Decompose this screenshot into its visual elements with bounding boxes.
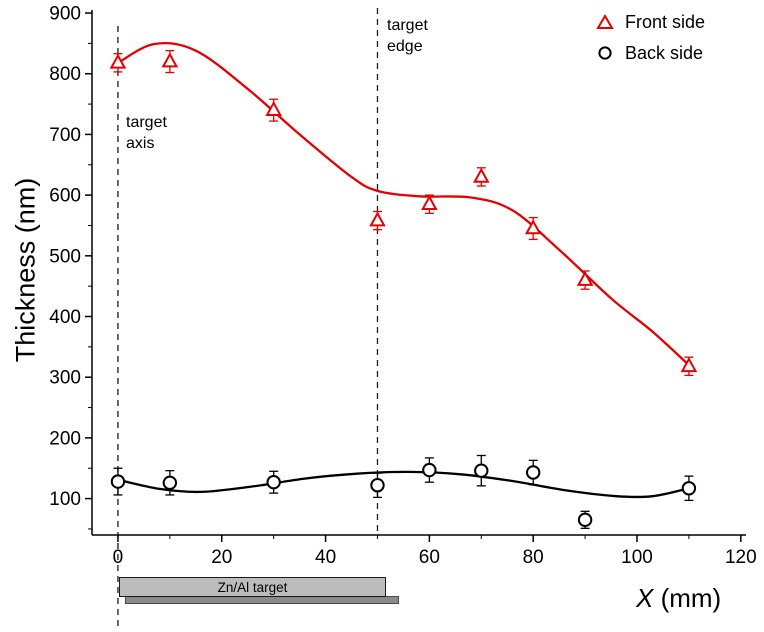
data-point-circle (474, 463, 489, 478)
data-point-circle (681, 481, 697, 496)
data-point-circle (370, 478, 385, 493)
x-tick-label: 0 (113, 547, 124, 568)
y-tick-label: 400 (49, 307, 81, 328)
fit-curve (117, 41, 690, 366)
data-point-triangle (680, 356, 698, 373)
data-point-triangle (161, 52, 179, 68)
y-axis-ticks: 100 200 300 400 500 600 700 800 900 (49, 4, 92, 530)
y-axis-title: Thickness (nm) (10, 177, 41, 363)
y-tick-label: 500 (49, 246, 81, 267)
x-tick-label: 40 (315, 547, 336, 568)
data-point-circle (422, 462, 437, 478)
back-side-series (110, 454, 697, 529)
data-point-circle (266, 474, 281, 490)
x-axis-ticks: 0 20 40 60 80 100 120 (113, 535, 757, 568)
legend-label-front-side: Front side (625, 11, 706, 32)
data-point-triangle (109, 53, 127, 69)
fit-curve (117, 470, 690, 499)
legend: Front side Back side (596, 10, 705, 65)
data-point-circle (577, 512, 593, 528)
x-tick-label: 20 (211, 547, 232, 568)
y-tick-label: 200 (49, 428, 81, 449)
target-bar-label: Zn/Al target (217, 579, 288, 595)
x-tick-label: 100 (621, 547, 653, 568)
target-axis-annotation: target axis (126, 114, 167, 152)
y-tick-label: 700 (49, 125, 81, 146)
legend-item-back-side: Back side (596, 41, 705, 65)
target-bar-shadow (125, 596, 399, 604)
front-side-triangle-icon (596, 14, 614, 29)
data-point-circle (110, 474, 126, 489)
front-side-series (109, 41, 698, 377)
legend-label-back-side: Back side (625, 42, 704, 63)
x-tick-label: 80 (523, 547, 544, 568)
y-tick-label: 300 (49, 368, 81, 389)
x-axis-title: X (mm) (636, 583, 721, 614)
target-bar: Zn/Al target (119, 577, 386, 597)
y-tick-label: 900 (49, 4, 81, 25)
axes (91, 10, 746, 536)
y-tick-label: 100 (49, 489, 81, 510)
target-edge-annotation: target edge (387, 17, 428, 55)
legend-item-front-side: Front side (596, 10, 705, 34)
annotation-lines (117, 8, 379, 630)
x-axis-unit: (mm) (653, 583, 722, 613)
y-tick-label: 600 (49, 186, 81, 207)
data-point-circle (162, 475, 178, 491)
y-tick-label: 800 (49, 64, 81, 85)
data-point-triangle (265, 100, 282, 116)
x-axis-variable: X (636, 583, 654, 613)
data-point-triangle (421, 194, 438, 211)
data-point-triangle (524, 219, 542, 235)
back-side-circle-icon (598, 46, 612, 60)
x-tick-label: 60 (419, 547, 440, 568)
data-point-triangle (576, 270, 594, 286)
x-tick-label: 120 (725, 547, 757, 568)
data-point-triangle (369, 211, 386, 227)
data-point-circle (525, 465, 541, 480)
data-point-triangle (472, 167, 490, 183)
